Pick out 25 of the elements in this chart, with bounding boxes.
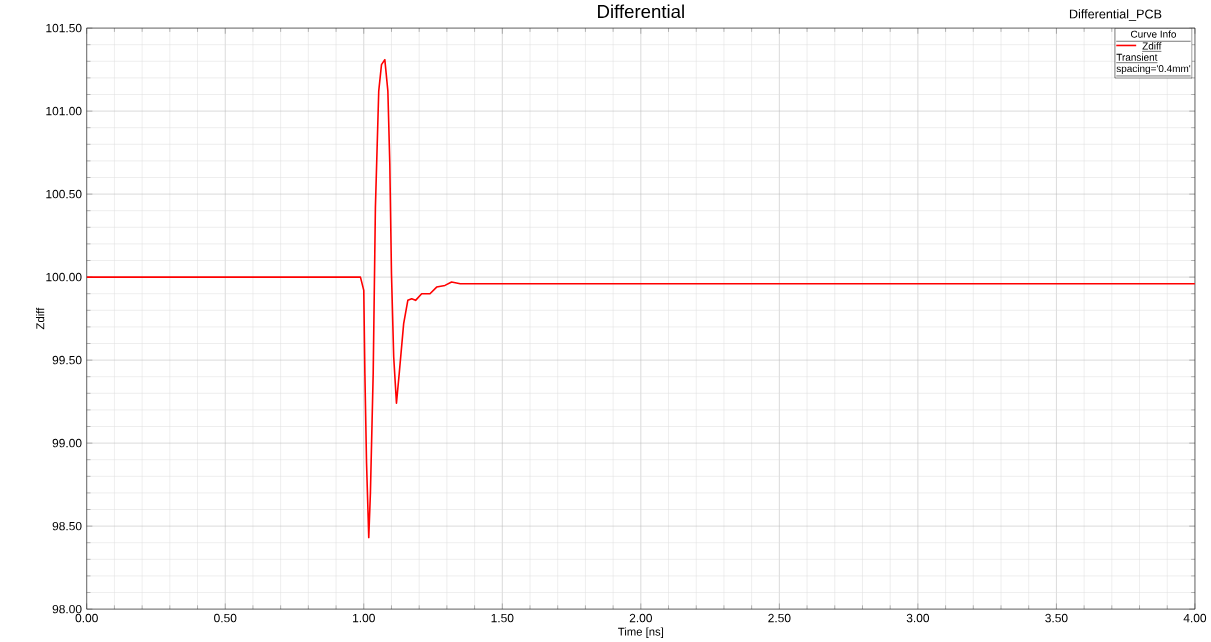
x-axis-title: Time [ns]: [618, 627, 664, 638]
legend-title: Curve Info: [1130, 30, 1177, 38]
text: Differential_PCB: [1069, 9, 1162, 21]
y-tick-label: 100.50: [46, 189, 82, 199]
x-tick-label: 1.50: [491, 613, 514, 623]
x-tick-label: 2.50: [768, 613, 791, 623]
y-axis-title: Zdiff: [35, 307, 45, 329]
x-tick-label: 0.00: [75, 613, 98, 623]
x-tick-label: 3.00: [906, 613, 930, 623]
x-tick-label: 0.50: [214, 613, 237, 623]
y-tick-label: 98.00: [52, 604, 82, 614]
x-tick-label: 3.50: [1045, 613, 1068, 623]
x-tick-label: 4.00: [1183, 613, 1207, 623]
y-tick-label: 101.00: [46, 106, 82, 116]
legend-label: Zdiff: [1142, 42, 1162, 50]
y-tick-label: 99.50: [52, 355, 82, 365]
chart-title: Differential: [598, 4, 684, 18]
x-tick-label: 2.00: [629, 613, 652, 623]
annotation: spacing='0.4mm': [1116, 64, 1191, 74]
y-tick-label: 100.00: [46, 272, 82, 282]
y-tick-label: 101.50: [46, 23, 82, 33]
y-tick-label: 98.50: [52, 521, 82, 531]
x-tick-label: 1.00: [353, 613, 375, 623]
y-tick-label: 99.00: [52, 438, 82, 448]
annotation: Transient: [1116, 53, 1158, 61]
